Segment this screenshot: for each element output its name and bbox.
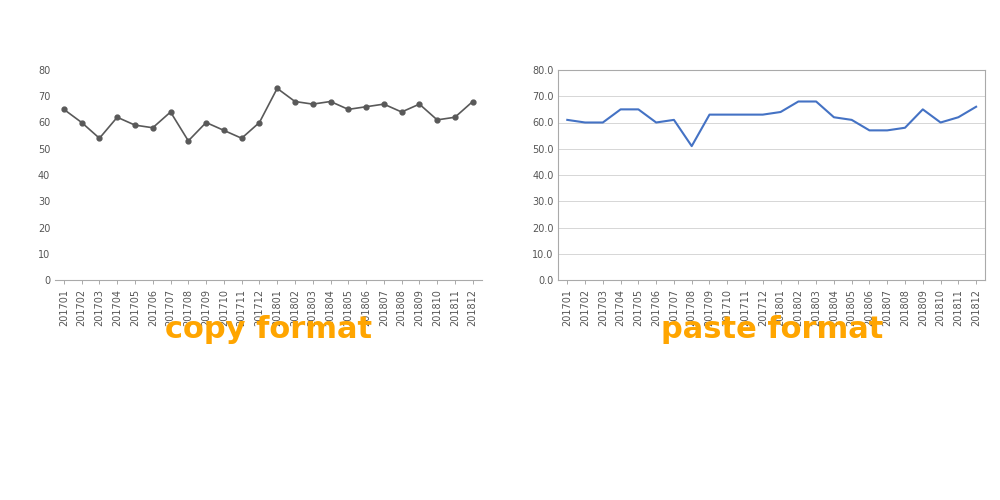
Text: copy format: copy format (165, 316, 372, 344)
Text: paste format: paste format (661, 316, 883, 344)
